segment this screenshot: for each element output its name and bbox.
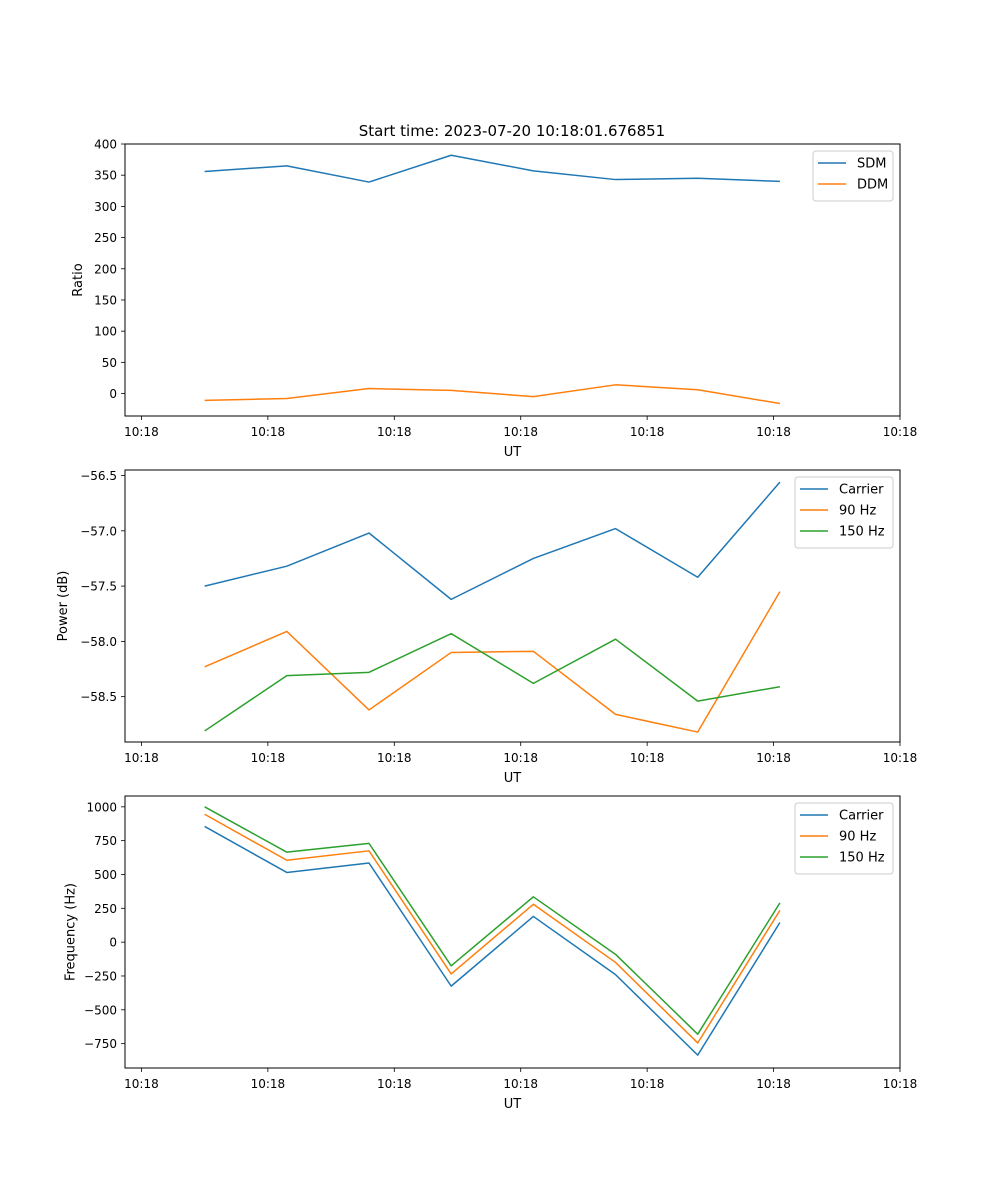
y-tick-label: 300: [94, 200, 117, 214]
x-tick-label: 10:18: [124, 1077, 159, 1091]
y-axis-label: Power (dB): [56, 571, 71, 642]
x-tick-label: 10:18: [377, 1077, 412, 1091]
legend-label: 90 Hz: [839, 830, 876, 845]
y-tick-label: 150: [94, 293, 117, 307]
x-axis-label: UT: [504, 1097, 522, 1112]
chart-panel-3: 10:1810:1810:1810:1810:1810:1810:1810:19…: [64, 795, 918, 1112]
x-tick-label: 10:18: [503, 751, 538, 765]
x-tick-label: 10:18: [251, 751, 286, 765]
x-tick-label: 10:18: [883, 751, 918, 765]
y-tick-label: −57.0: [80, 524, 117, 538]
y-tick-label: 250: [94, 231, 117, 245]
x-tick-label: 10:18: [756, 751, 791, 765]
y-tick-label: 0: [109, 936, 117, 950]
series-line-ddm: [204, 384, 781, 405]
series-line-sdm: [204, 154, 780, 183]
series-line-150-hz: [204, 806, 781, 1035]
x-tick-label: 10:18: [503, 425, 538, 439]
chart-panel-1: 10:1810:1810:1810:1810:1810:1810:1810:19…: [71, 138, 918, 461]
y-tick-label: 1000: [86, 800, 117, 814]
y-tick-label: 400: [94, 138, 117, 152]
legend-label: Carrier: [839, 483, 884, 498]
x-tick-label: 10:18: [630, 1077, 665, 1091]
x-tick-label: 10:18: [883, 1077, 918, 1091]
series-line-carrier: [204, 481, 781, 601]
axes-frame: [124, 469, 901, 743]
x-tick-label: 10:18: [251, 1077, 286, 1091]
x-tick-label: 10:18: [756, 425, 791, 439]
x-tick-label: 10:18: [251, 425, 286, 439]
plot-area: [204, 806, 781, 1056]
series-line-90-hz: [204, 591, 781, 733]
axes-frame: [124, 795, 901, 1069]
legend: Carrier 90 Hz 150 Hz: [794, 802, 894, 875]
y-tick-label: −57.5: [80, 580, 117, 594]
x-axis-label: UT: [504, 445, 522, 460]
chart-panel-2: 10:1810:1810:1810:1810:1810:1810:1810:19…: [56, 469, 918, 786]
y-tick-label: −750: [84, 1037, 117, 1051]
y-tick-label: −250: [84, 969, 117, 983]
plot-area: [204, 154, 781, 405]
y-tick-label: −58.0: [80, 635, 117, 649]
y-tick-label: 0: [109, 387, 117, 401]
legend-label: SDM: [857, 157, 886, 172]
y-tick-label: 200: [94, 262, 117, 276]
series-line-150-hz: [204, 632, 781, 732]
x-tick-label: 10:18: [124, 751, 159, 765]
y-axis-label: Ratio: [71, 263, 86, 296]
x-tick-label: 10:18: [503, 1077, 538, 1091]
y-tick-label: 50: [102, 356, 117, 370]
x-axis-label: UT: [504, 771, 522, 786]
legend-label: Carrier: [839, 809, 884, 824]
y-tick-label: −56.5: [80, 469, 117, 483]
legend-label: 150 Hz: [839, 525, 885, 540]
y-tick-label: 750: [94, 834, 117, 848]
y-axis-label: Frequency (Hz): [64, 883, 79, 981]
x-tick-label: 10:18: [124, 425, 159, 439]
legend-label: DDM: [857, 178, 888, 193]
legend: Carrier 90 Hz 150 Hz: [794, 476, 894, 549]
y-tick-label: 500: [94, 868, 117, 882]
x-tick-label: 10:18: [883, 425, 918, 439]
y-tick-label: −58.5: [80, 690, 117, 704]
y-tick-label: −500: [84, 1003, 117, 1017]
legend: SDM DDM: [812, 150, 894, 202]
x-tick-label: 10:18: [630, 425, 665, 439]
figure-title: Start time: 2023-07-20 10:18:01.676851: [359, 122, 665, 140]
y-tick-label: 100: [94, 325, 117, 339]
legend-label: 150 Hz: [839, 851, 885, 866]
series-line-carrier: [204, 825, 781, 1056]
y-tick-label: 250: [94, 902, 117, 916]
legend-label: 90 Hz: [839, 504, 876, 519]
axes-frame: [124, 143, 901, 417]
x-tick-label: 10:18: [756, 1077, 791, 1091]
x-tick-label: 10:18: [630, 751, 665, 765]
plot-area: [204, 481, 781, 733]
x-tick-label: 10:18: [377, 751, 412, 765]
series-line-90-hz: [204, 813, 781, 1044]
y-tick-label: 350: [94, 169, 117, 183]
x-tick-label: 10:18: [377, 425, 412, 439]
